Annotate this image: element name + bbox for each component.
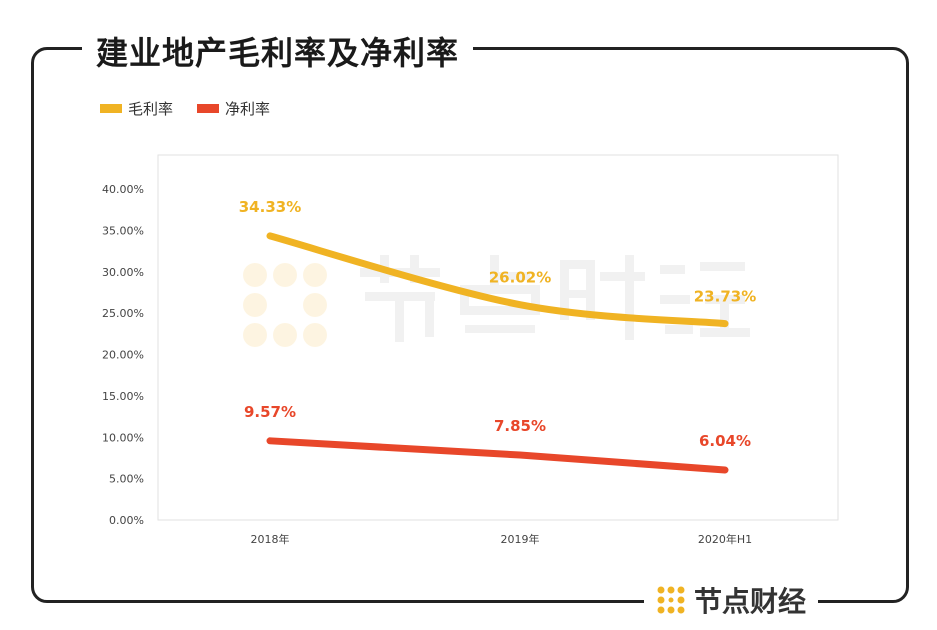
watermark-glyph-stroke [425,292,434,337]
series-line-0 [266,232,729,328]
y-tick-label: 0.00% [109,514,144,527]
legend: 毛利率 净利率 [100,98,270,119]
x-tick-label: 2020年H1 [698,532,752,546]
brand-logo: 节点财经 [644,580,819,620]
chart-title: 建业地产毛利率及净利率 [82,28,474,74]
series-line-1 [266,437,729,474]
brand-dots-icon [657,586,685,614]
y-tick-label: 15.00% [102,390,144,403]
watermark-dot [303,263,327,287]
watermark-glyph-stroke [410,255,419,283]
y-tick-label: 30.00% [102,266,144,279]
watermark-glyph-stroke [460,285,469,315]
watermark-glyph-stroke [490,272,530,280]
data-label: 9.57% [244,403,296,421]
watermark-glyph-stroke [531,285,540,315]
watermark-glyph-stroke [460,306,540,315]
x-tick-label: 2018年 [251,532,290,546]
y-tick-label: 20.00% [102,349,144,362]
watermark-glyph-stroke [700,328,750,337]
x-tick-label: 2019年 [501,532,540,546]
data-label: 26.02% [489,269,551,287]
y-tick-label: 5.00% [109,473,144,486]
y-tick-label: 25.00% [102,307,144,320]
brand-name: 节点财经 [694,585,807,618]
legend-item-gross: 毛利率 [100,98,173,119]
watermark-dot [243,323,267,347]
legend-label-gross: 毛利率 [128,100,174,118]
y-tick-label: 40.00% [102,183,144,196]
watermark-glyph-stroke [395,292,404,342]
plot-area [157,154,839,521]
watermark-glyph-stroke [660,295,690,304]
y-tick-label: 35.00% [102,224,144,237]
legend-swatch-gross [100,104,122,113]
watermark-glyph-stroke [720,295,729,335]
watermark-glyph-stroke [460,285,540,294]
watermark-glyph-stroke [700,262,745,271]
watermark-dot [243,293,267,317]
watermark-dot [303,323,327,347]
data-label: 34.33% [239,198,301,216]
watermark-glyph-stroke [665,325,693,334]
watermark-glyph-stroke [600,272,645,281]
watermark-glyph-stroke [560,260,595,269]
watermark-dot [273,263,297,287]
watermark-glyph-stroke [625,255,634,340]
watermark-glyph-stroke [560,290,595,298]
watermark-glyph-stroke [660,265,685,274]
legend-label-net: 净利率 [225,100,271,118]
legend-swatch-net [197,104,220,113]
legend-item-net: 净利率 [197,98,270,119]
data-label: 6.04% [699,432,751,450]
data-label: 7.85% [494,417,546,435]
watermark-glyph-stroke [465,325,535,333]
watermark-dot [303,293,327,317]
y-tick-label: 10.00% [102,431,144,444]
watermark-dot [243,263,267,287]
data-label: 23.73% [694,288,756,306]
watermark-dot [273,323,297,347]
watermark-glyph-stroke [490,255,499,285]
